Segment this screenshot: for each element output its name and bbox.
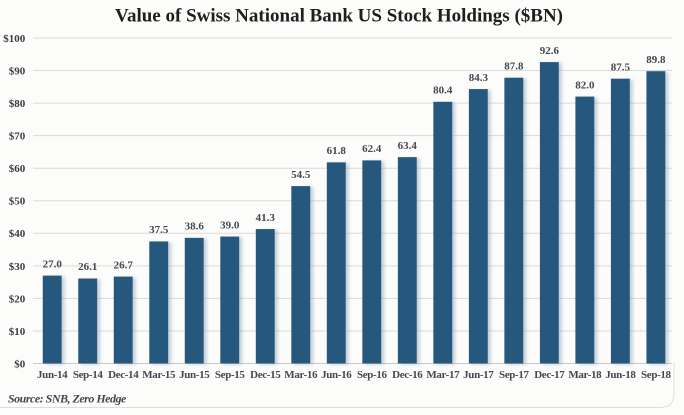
svg-text:$80: $80 [9,98,26,110]
svg-text:Dec-14: Dec-14 [108,369,139,381]
svg-text:$100: $100 [3,33,26,45]
svg-text:Dec-16: Dec-16 [392,369,423,381]
svg-text:$40: $40 [9,228,26,240]
svg-text:38.6: 38.6 [185,221,205,233]
svg-text:Mar-16: Mar-16 [284,369,318,381]
svg-text:Jun-16: Jun-16 [321,369,352,381]
svg-text:Sep-16: Sep-16 [357,369,388,381]
svg-text:Dec-15: Dec-15 [250,369,281,381]
svg-text:89.8: 89.8 [646,54,666,66]
svg-text:26.7: 26.7 [114,259,134,271]
svg-text:Jun-17: Jun-17 [463,369,494,381]
svg-text:82.0: 82.0 [575,79,595,91]
svg-text:$60: $60 [9,163,26,175]
svg-text:$70: $70 [9,131,26,143]
svg-text:63.4: 63.4 [398,140,418,152]
svg-text:61.8: 61.8 [327,145,347,157]
svg-text:Jun-14: Jun-14 [37,369,68,381]
svg-text:Mar-15: Mar-15 [142,369,176,381]
svg-text:Sep-14: Sep-14 [73,369,104,381]
svg-text:Sep-18: Sep-18 [641,369,672,381]
svg-text:84.3: 84.3 [469,72,489,84]
svg-text:62.4: 62.4 [362,143,382,155]
svg-text:87.5: 87.5 [611,61,631,73]
svg-text:Sep-17: Sep-17 [499,369,530,381]
svg-text:$90: $90 [9,65,26,77]
svg-text:$10: $10 [9,326,26,338]
svg-text:26.1: 26.1 [78,261,97,273]
svg-text:Jun-18: Jun-18 [605,369,636,381]
svg-text:Source: SNB, Zero Hedge: Source: SNB, Zero Hedge [8,391,127,405]
svg-text:Jun-15: Jun-15 [179,369,210,381]
svg-text:$20: $20 [9,293,26,305]
svg-text:80.4: 80.4 [433,85,453,97]
svg-text:41.3: 41.3 [256,212,276,224]
svg-text:27.0: 27.0 [43,258,63,270]
svg-text:Mar-18: Mar-18 [568,369,602,381]
svg-text:$50: $50 [9,196,26,208]
svg-text:37.5: 37.5 [149,224,169,236]
svg-text:Mar-17: Mar-17 [426,369,460,381]
svg-text:Dec-17: Dec-17 [534,369,565,381]
svg-text:54.5: 54.5 [291,169,311,181]
svg-text:87.8: 87.8 [504,60,524,72]
svg-text:Value of Swiss National Bank U: Value of Swiss National Bank US Stock Ho… [115,6,563,27]
svg-text:$0: $0 [14,358,26,370]
svg-text:92.6: 92.6 [540,45,560,57]
svg-text:39.0: 39.0 [220,219,240,231]
svg-text:Sep-15: Sep-15 [215,369,246,381]
svg-text:$30: $30 [9,261,26,273]
